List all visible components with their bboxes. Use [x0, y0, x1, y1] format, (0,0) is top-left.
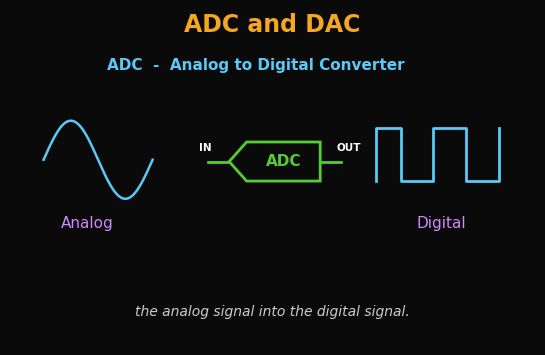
Text: IN: IN	[199, 143, 212, 153]
Text: ADC: ADC	[265, 154, 301, 169]
Text: the analog signal into the digital signal.: the analog signal into the digital signa…	[135, 305, 410, 320]
Text: Analog: Analog	[61, 216, 113, 231]
Text: ADC  -  Analog to Digital Converter: ADC - Analog to Digital Converter	[107, 58, 405, 73]
Text: ADC and DAC: ADC and DAC	[184, 13, 361, 37]
Text: Digital: Digital	[416, 216, 467, 231]
Text: OUT: OUT	[337, 143, 361, 153]
